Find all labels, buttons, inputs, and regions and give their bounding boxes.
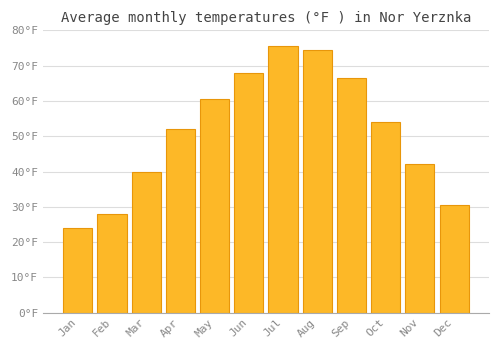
- Bar: [166, 129, 195, 313]
- Bar: [371, 122, 400, 313]
- Bar: [268, 46, 298, 313]
- Bar: [200, 99, 229, 313]
- Bar: [440, 205, 468, 313]
- Bar: [234, 73, 264, 313]
- Bar: [63, 228, 92, 313]
- Bar: [132, 172, 160, 313]
- Bar: [98, 214, 126, 313]
- Title: Average monthly temperatures (°F ) in Nor Yerznka: Average monthly temperatures (°F ) in No…: [60, 11, 471, 25]
- Bar: [302, 50, 332, 313]
- Bar: [406, 164, 434, 313]
- Bar: [337, 78, 366, 313]
